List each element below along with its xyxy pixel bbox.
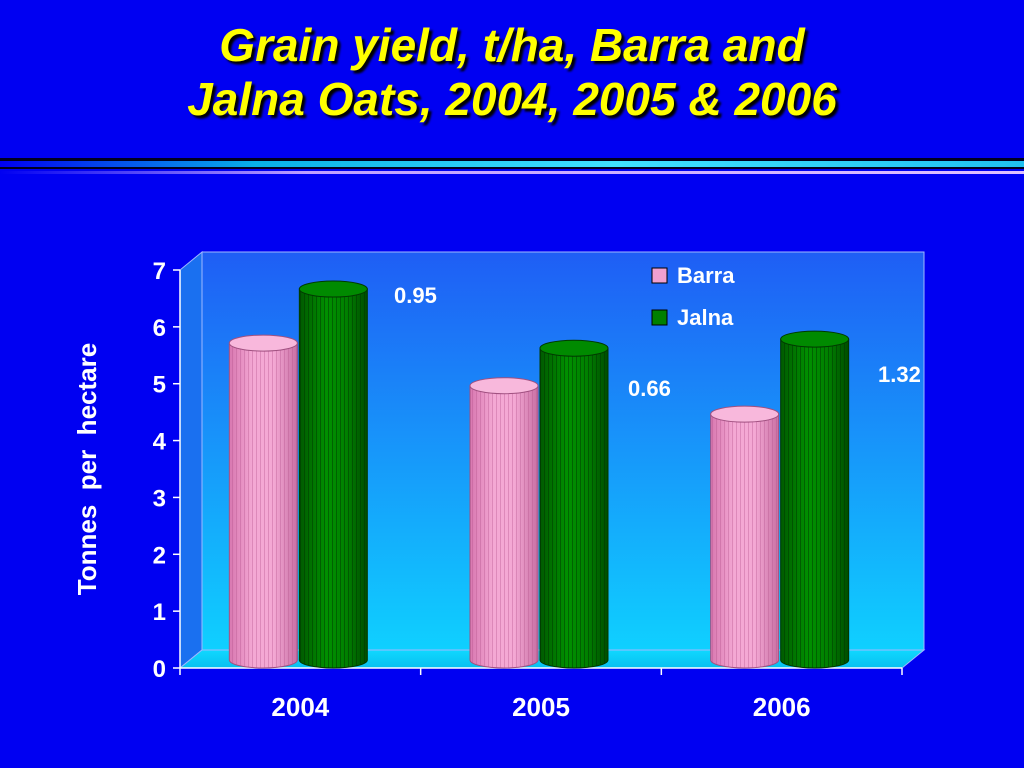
cylinder-stripes <box>229 343 298 668</box>
cylinder-stripes <box>470 385 538 668</box>
y-tick-label: 5 <box>153 372 166 399</box>
y-tick-label: 1 <box>153 599 166 626</box>
bar-jalna-2006 <box>780 330 850 669</box>
cylinder-stripes <box>540 348 608 668</box>
title-divider <box>0 158 1024 174</box>
legend-label-jalna: Jalna <box>677 305 734 330</box>
cylinder-stripes <box>780 339 849 668</box>
cylinder-top <box>780 330 850 348</box>
data-annotation: 1.32 <box>878 362 921 387</box>
y-tick-label: 4 <box>153 429 167 456</box>
x-tick-label: 2004 <box>271 692 329 722</box>
cylinder-stripes <box>299 289 368 668</box>
y-tick-label: 3 <box>153 485 166 512</box>
y-tick-label: 0 <box>153 656 166 683</box>
cylinder-top <box>539 339 609 357</box>
chart-labels: 0 1 2 3 4 5 6 7 2004 2005 2006 Tonnes per hectare 0.… <box>72 258 921 722</box>
bar-barra-2004 <box>228 334 298 669</box>
bar-barra-2006 <box>710 405 780 669</box>
bar-barra-2005 <box>469 377 539 669</box>
bar-jalna-2004 <box>298 280 368 669</box>
title-line-2: Jalna Oats, 2004, 2005 & 2006 <box>187 73 837 125</box>
cylinder-top <box>228 334 298 352</box>
y-axis-label: Tonnes per hectare <box>72 343 102 595</box>
cylinder-top <box>710 405 780 423</box>
data-annotation: 0.95 <box>394 283 437 308</box>
legend-swatch-barra <box>651 267 668 284</box>
axes <box>173 269 903 675</box>
data-annotation: 0.66 <box>628 376 671 401</box>
x-tick-label: 2006 <box>753 692 811 722</box>
y-tick-label: 2 <box>153 542 166 569</box>
cylinder-top <box>469 377 539 395</box>
bar-jalna-2005 <box>539 339 609 669</box>
legend-swatch-jalna <box>651 309 668 326</box>
x-tick-label: 2005 <box>512 692 570 722</box>
y-tick-label: 7 <box>153 258 166 285</box>
legend-label-barra: Barra <box>677 263 735 288</box>
legend: Barra Jalna <box>651 263 735 330</box>
title-line-1: Grain yield, t/ha, Barra and <box>219 19 805 71</box>
plot-side-wall <box>179 250 203 670</box>
y-tick-label: 6 <box>153 315 166 342</box>
slide-title: Grain yield, t/ha, Barra and Jalna Oats,… <box>0 18 1024 126</box>
cylinder-top <box>298 280 368 298</box>
cylinder-stripes <box>710 414 779 668</box>
bar-series <box>228 280 850 669</box>
